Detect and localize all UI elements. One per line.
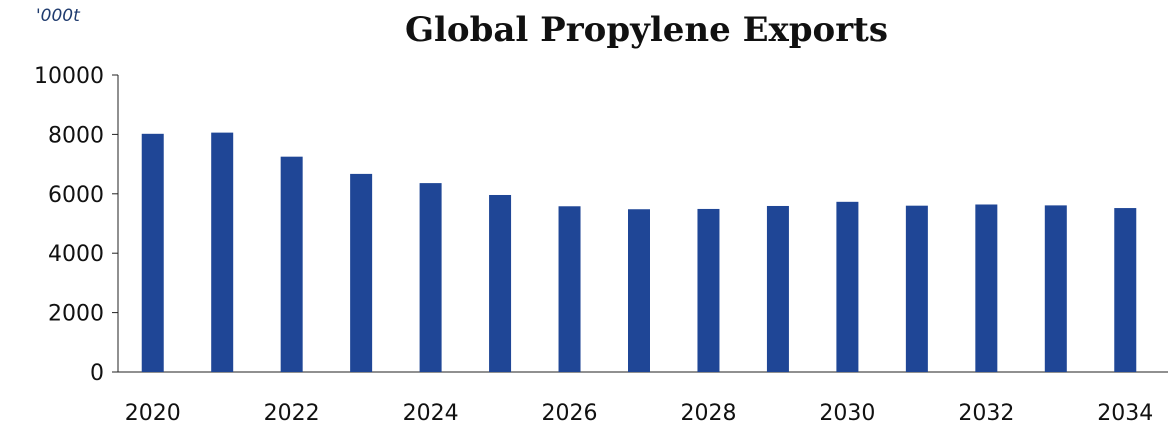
y-tick-label: 8000 bbox=[48, 123, 104, 148]
bar-2034 bbox=[1114, 208, 1137, 372]
x-tick-label: 2030 bbox=[819, 401, 875, 426]
x-tick-label: 2028 bbox=[680, 401, 736, 426]
bar-2030 bbox=[836, 201, 859, 372]
y-tick-label: 0 bbox=[90, 361, 104, 386]
bar-2026 bbox=[558, 206, 581, 372]
bar-2028 bbox=[697, 208, 720, 372]
y-tick-label: 6000 bbox=[48, 183, 104, 208]
bar-2031 bbox=[905, 205, 928, 372]
bar-2021 bbox=[211, 132, 234, 372]
x-tick-label: 2034 bbox=[1097, 401, 1153, 426]
x-tick-label: 2022 bbox=[264, 401, 320, 426]
x-tick-label: 2024 bbox=[403, 401, 459, 426]
x-tick-label: 2026 bbox=[542, 401, 598, 426]
x-tick-label: 2032 bbox=[958, 401, 1014, 426]
bar-2033 bbox=[1044, 205, 1067, 372]
y-tick-label: 4000 bbox=[48, 242, 104, 267]
bar-2022 bbox=[280, 156, 303, 372]
unit-label: '000t bbox=[36, 6, 80, 26]
y-tick-label: 10000 bbox=[34, 64, 104, 89]
bar-2029 bbox=[766, 205, 789, 372]
chart-title: Global Propylene Exports bbox=[404, 10, 888, 50]
bar-2024 bbox=[419, 183, 442, 372]
bar-2023 bbox=[350, 173, 373, 372]
bar-2032 bbox=[975, 204, 998, 372]
bar-2027 bbox=[628, 209, 650, 372]
bar-2025 bbox=[489, 194, 512, 372]
bar-2020 bbox=[141, 133, 164, 372]
x-tick-label: 2020 bbox=[125, 401, 181, 426]
y-tick-label: 2000 bbox=[48, 302, 104, 327]
